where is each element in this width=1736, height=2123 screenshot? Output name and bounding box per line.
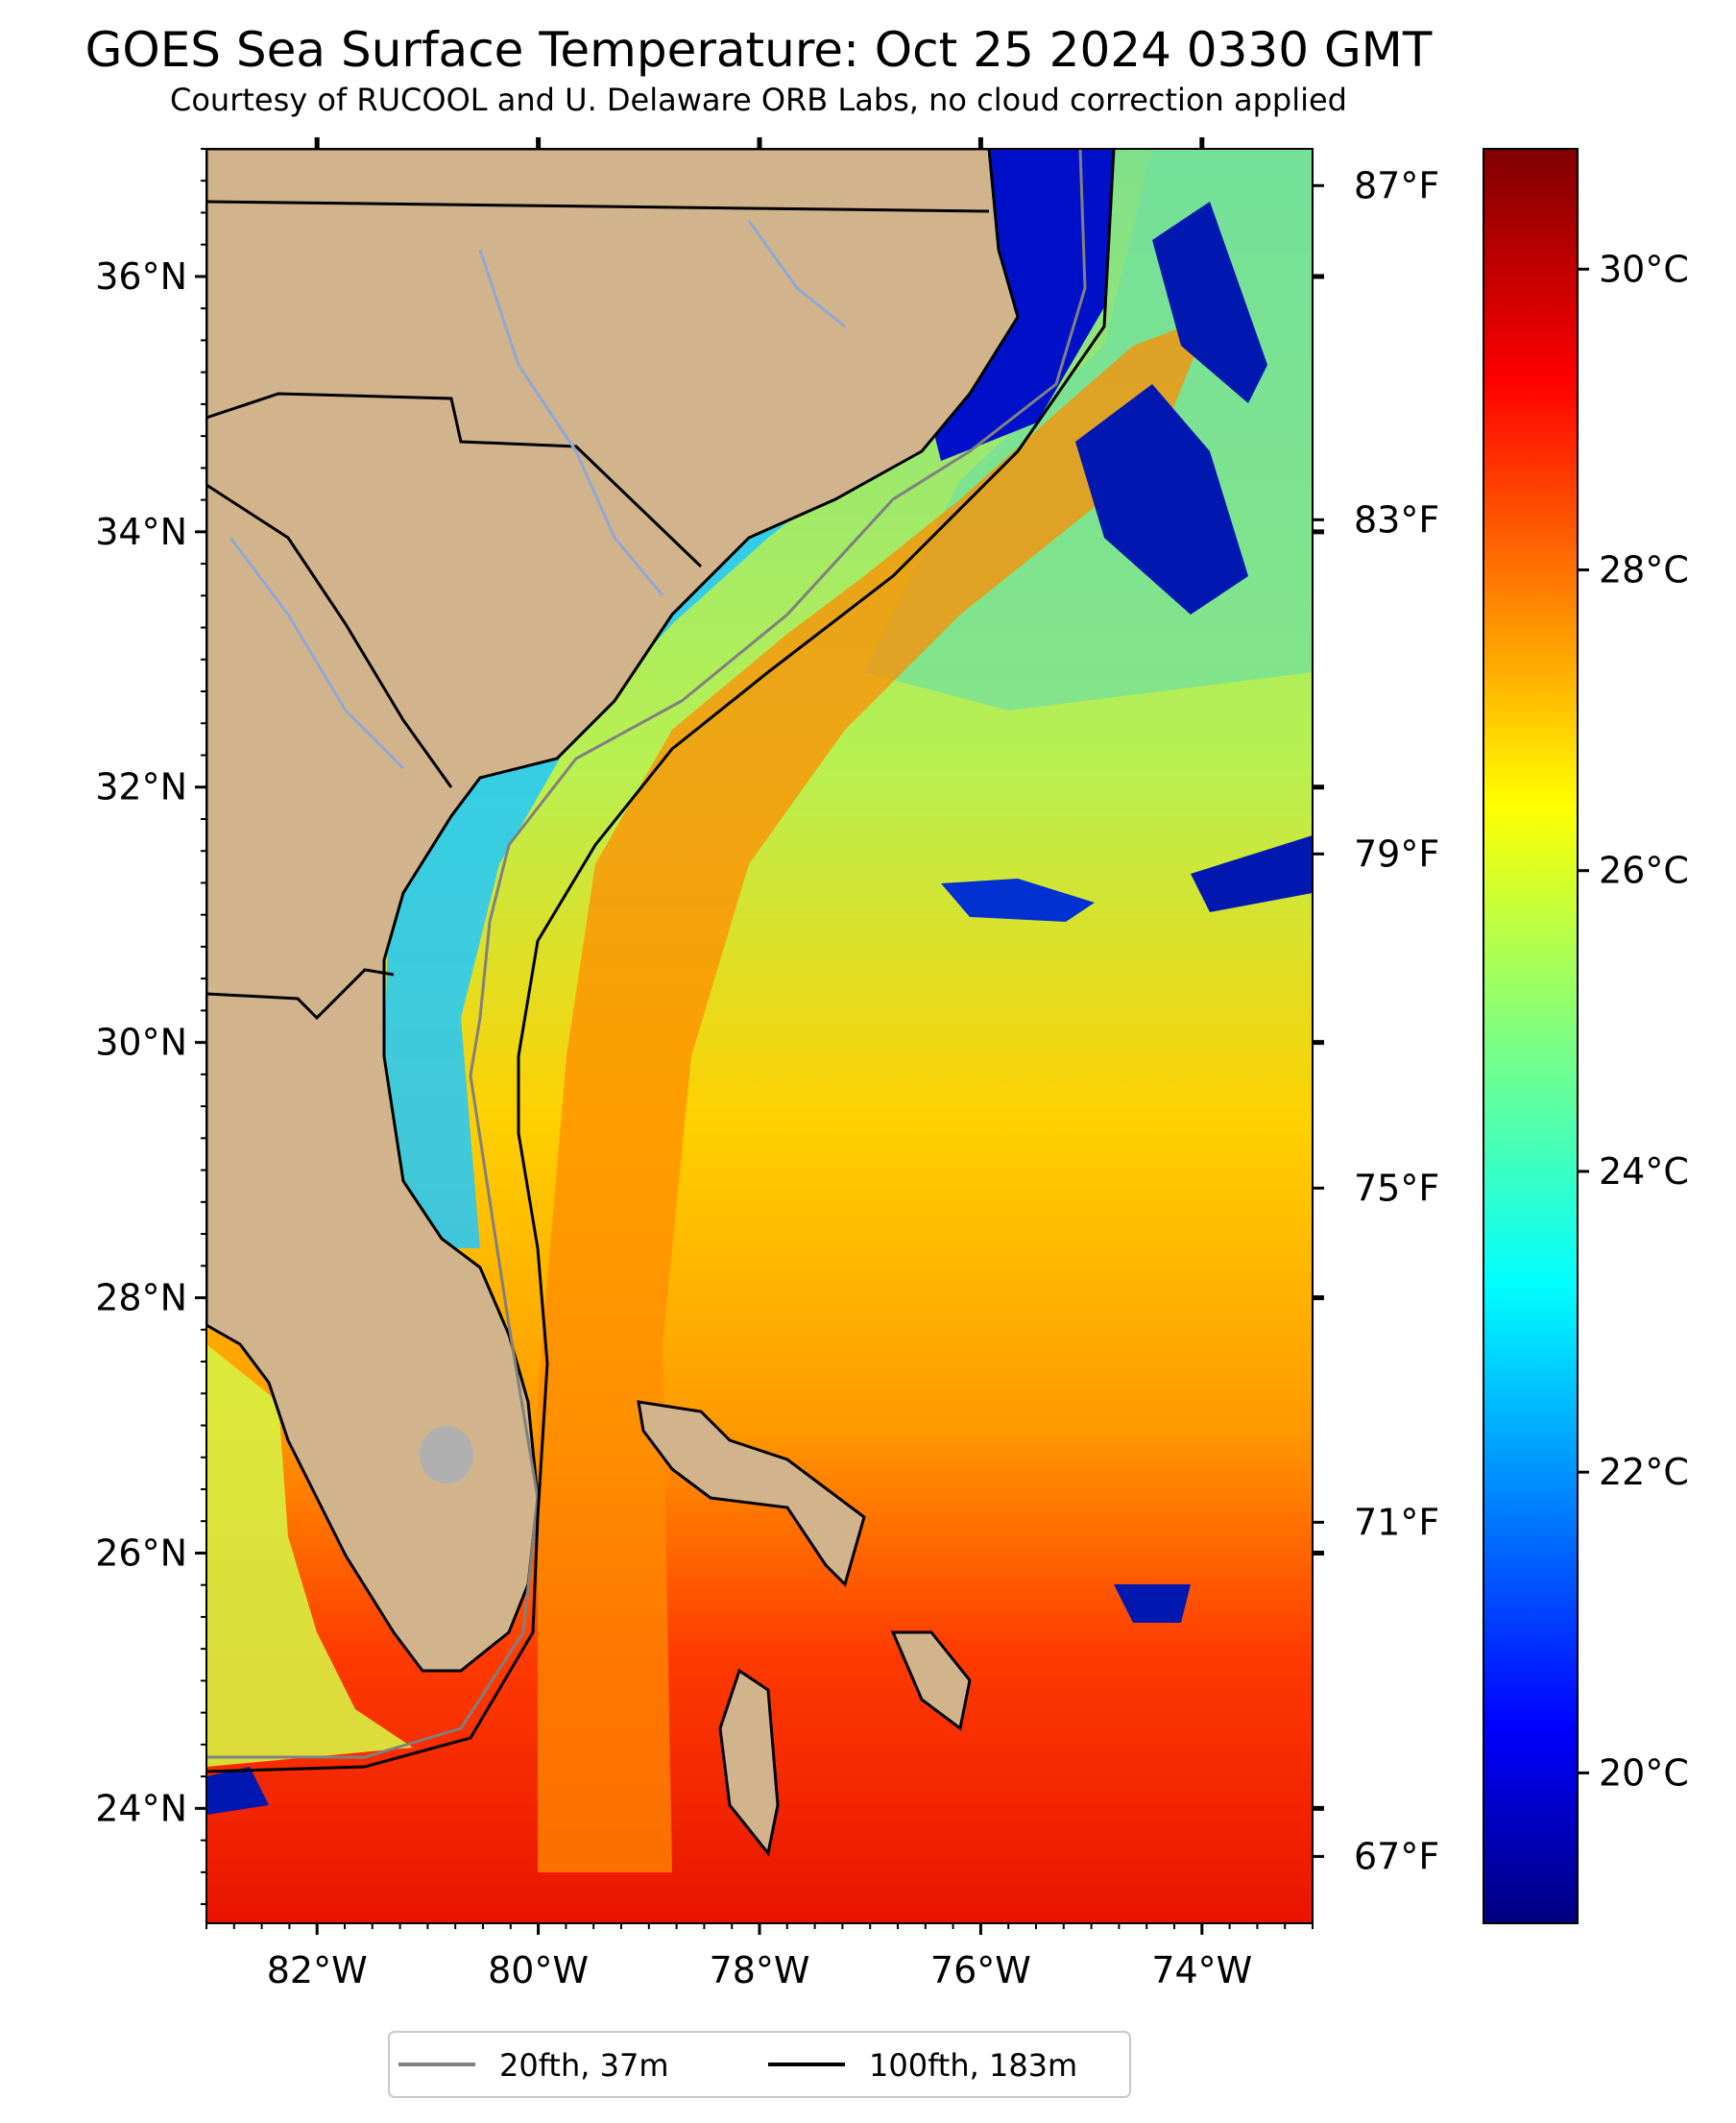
colorbar-labels: 30°C 28°C 26°C 24°C 22°C 20°C	[1578, 248, 1689, 1794]
gulf-of-mexico-water	[206, 1344, 413, 1767]
cloud-patch-5	[1114, 1584, 1191, 1623]
fahrenheit-label: 79°F	[1354, 832, 1439, 875]
land-eleuthera	[890, 1630, 972, 1731]
map-panel	[206, 149, 1313, 1923]
lake-okeechobee	[420, 1426, 473, 1484]
cloud-patch-4	[941, 879, 1095, 922]
fahrenheit-labels: 87°F 83°F 79°F 75°F 71°F 67°F	[1313, 164, 1439, 1877]
colorbar	[1483, 148, 1579, 1924]
river-3	[747, 220, 846, 328]
fahrenheit-label: 83°F	[1354, 498, 1439, 541]
fahrenheit-label: 71°F	[1354, 1501, 1439, 1543]
state-boundary-va-nc	[206, 200, 990, 213]
legend: 20fth, 37m 100fth, 183m	[388, 2031, 1131, 2098]
cloud-patch-1	[1075, 384, 1248, 615]
fahrenheit-label: 67°F	[1354, 1835, 1439, 1877]
state-boundary-sc-ga	[206, 483, 453, 788]
cloud-patch-2	[1152, 202, 1267, 403]
fahrenheit-label: 75°F	[1354, 1167, 1439, 1209]
land-southeast-us	[206, 149, 1020, 1673]
lat-label: 30°N	[95, 1022, 187, 1064]
cloud-patch-6	[206, 1767, 269, 1815]
colorbar-label: 30°C	[1599, 248, 1689, 290]
state-boundary-nc-sc	[206, 392, 703, 568]
river-2	[229, 537, 405, 770]
lat-label: 36°N	[95, 255, 187, 298]
legend-label-100fth: 100fth, 183m	[869, 2047, 1077, 2084]
lon-label: 80°W	[488, 1949, 589, 1991]
longitude-labels: 82°W 80°W 78°W 76°W 74°W	[267, 1949, 1253, 1991]
lon-label: 78°W	[710, 1949, 810, 1991]
legend-label-20fth: 20fth, 37m	[499, 2047, 668, 2084]
map-ticks	[195, 137, 1324, 1935]
land-andros	[718, 1668, 780, 1857]
lon-label: 74°W	[1151, 1949, 1252, 1991]
lat-label: 34°N	[95, 511, 187, 553]
lat-label: 32°N	[95, 766, 187, 808]
lat-label: 24°N	[95, 1787, 187, 1829]
land-grand-bahama	[637, 1400, 866, 1587]
map-subtitle: Courtesy of RUCOOL and U. Delaware ORB L…	[170, 82, 1347, 118]
lon-label: 82°W	[267, 1949, 368, 1991]
colorbar-label: 24°C	[1599, 1150, 1689, 1193]
colorbar-label: 22°C	[1599, 1451, 1689, 1493]
lat-label: 28°N	[95, 1277, 187, 1319]
colorbar-label: 20°C	[1599, 1751, 1689, 1794]
river-1	[478, 249, 664, 596]
map-title: GOES Sea Surface Temperature: Oct 25 202…	[84, 22, 1433, 78]
contour-20-fathom	[206, 149, 1087, 1759]
legend-box	[388, 2031, 1131, 2098]
contour-100-fathom	[206, 149, 1116, 1773]
colorbar-label: 28°C	[1599, 549, 1689, 591]
colorbar-label: 26°C	[1599, 850, 1689, 892]
gulf-stream	[538, 317, 1210, 1872]
lon-label: 76°W	[930, 1949, 1031, 1991]
fahrenheit-label: 87°F	[1354, 164, 1439, 206]
state-boundary-ga-fl	[206, 968, 395, 1021]
lat-label: 26°N	[95, 1532, 187, 1574]
latitude-labels: 36°N 34°N 32°N 30°N 28°N 26°N 24°N	[95, 255, 187, 1829]
cloud-patch-3	[1191, 835, 1313, 912]
